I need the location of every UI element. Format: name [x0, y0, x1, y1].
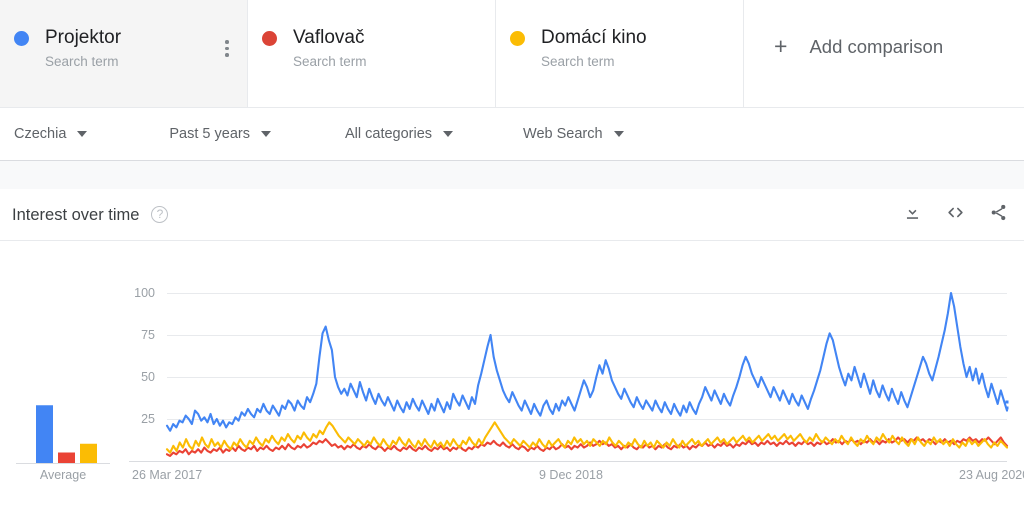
- chart-actions: [903, 203, 1008, 227]
- series-line[interactable]: [165, 421, 1009, 454]
- search-terms-bar: Projektor Search term Vaflovač Search te…: [0, 0, 1024, 108]
- chevron-down-icon: [260, 131, 271, 137]
- term-title: Domácí kino: [541, 27, 647, 48]
- x-axis-tick-label: 26 Mar 2017: [132, 468, 202, 482]
- plus-icon: +: [774, 33, 788, 59]
- term-texts: Vaflovač Search term: [293, 26, 367, 72]
- y-axis-tick-label: 25: [141, 412, 155, 426]
- filter-time-range[interactable]: Past 5 years: [167, 119, 281, 149]
- y-axis-tick-label: 100: [134, 286, 155, 300]
- average-bar: [36, 405, 53, 463]
- term-color-dot: [510, 31, 525, 46]
- average-bar: [58, 452, 75, 463]
- series-line[interactable]: [165, 291, 1009, 432]
- term-color-dot: [262, 31, 277, 46]
- average-bar: [80, 443, 97, 463]
- chevron-down-icon: [613, 131, 624, 137]
- add-comparison-label: Add comparison: [809, 36, 944, 57]
- filters-bar: Czechia Past 5 years All categories Web …: [0, 108, 1024, 161]
- term-title: Vaflovač: [293, 27, 365, 48]
- embed-code-icon[interactable]: [945, 203, 966, 227]
- more-vert-icon[interactable]: [225, 40, 229, 57]
- term-texts: Projektor Search term: [45, 26, 121, 72]
- content-gap: [0, 161, 1024, 189]
- term-texts: Domácí kino Search term: [541, 26, 647, 72]
- term-card-domaci-kino[interactable]: Domácí kino Search term: [496, 0, 744, 107]
- term-card-projektor[interactable]: Projektor Search term: [0, 0, 248, 107]
- y-axis-tick-label: 50: [141, 370, 155, 384]
- term-subtitle: Search term: [45, 54, 119, 69]
- filter-label: All categories: [344, 126, 433, 142]
- term-subtitle: Search term: [541, 54, 615, 69]
- interest-over-time-chart[interactable]: Average 25 50 75 100 26 Mar 2017 9 Dec 2018 23 …: [0, 241, 1024, 503]
- share-icon[interactable]: [989, 203, 1008, 227]
- y-axis-tick-label: 75: [141, 328, 155, 342]
- series-line[interactable]: [165, 436, 1009, 458]
- filter-label: Czechia: [14, 126, 67, 142]
- term-color-dot: [14, 31, 29, 46]
- x-axis-tick-label: 9 Dec 2018: [539, 468, 603, 482]
- term-title: Projektor: [45, 27, 122, 48]
- download-icon[interactable]: [903, 203, 922, 227]
- chevron-down-icon: [77, 131, 88, 137]
- section-title: Interest over time: [12, 205, 140, 224]
- help-icon[interactable]: ?: [151, 206, 169, 223]
- average-label: Average: [40, 468, 86, 482]
- filter-region[interactable]: Czechia: [12, 119, 97, 149]
- filter-search-type[interactable]: Web Search: [521, 119, 634, 149]
- add-comparison-button[interactable]: + Add comparison: [744, 0, 1024, 107]
- filter-category[interactable]: All categories: [343, 119, 463, 149]
- trends-chart-svg[interactable]: Average 25 50 75 100 26 Mar 2017 9 Dec 2018 23 …: [0, 241, 1024, 503]
- term-subtitle: Search term: [293, 54, 367, 69]
- chevron-down-icon: [443, 131, 454, 137]
- interest-over-time-header: Interest over time ?: [0, 189, 1024, 241]
- term-card-vaflovac[interactable]: Vaflovač Search term: [248, 0, 496, 107]
- filter-label: Web Search: [523, 126, 603, 142]
- filter-label: Past 5 years: [169, 126, 250, 142]
- x-axis-tick-label: 23 Aug 2020: [959, 468, 1024, 482]
